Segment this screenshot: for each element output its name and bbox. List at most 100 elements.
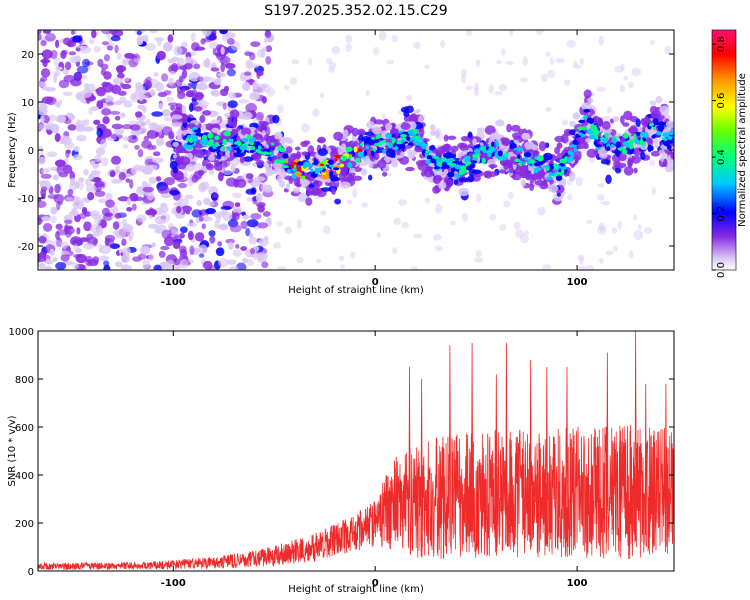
spectrogram-cell [199,114,206,123]
spectrogram-cell [197,127,201,134]
spectrogram-cell [597,225,607,235]
spectrogram-cell [65,196,74,202]
spectrogram-cell [68,114,76,120]
spectrogram-cell [90,224,103,234]
spectrogram-cell [358,134,364,143]
spectrogram-cell [39,250,46,259]
spectrogram-cell [640,151,646,160]
snr-series-line [38,331,674,571]
spectrogram-cell [170,105,176,111]
spectrogram-cell [215,247,225,257]
spectrogram-cell [173,201,183,207]
spectrogram-cell [160,193,172,199]
spectrogram-cell [217,241,223,247]
spectrogram-cell [135,84,146,95]
spectrogram-cell [155,81,165,92]
spectrogram-cell [386,172,392,177]
spectrogram-cell [197,132,204,137]
spectrogram-cell [620,63,625,72]
spectrogram-cell [488,146,496,152]
spectrogram-cell [95,147,106,156]
spectrogram-cell [132,57,142,63]
spectrogram-cell [649,122,654,127]
spectrogram-cell [611,138,618,143]
spectrogram-cell [211,127,220,133]
spectrogram-cell [183,142,188,149]
spectrogram-cell [87,192,95,201]
spectrogram-cell [307,57,312,66]
spectrogram-cell [161,109,171,117]
spectrogram-cell [112,77,123,85]
spectrogram-cell [616,132,622,137]
spectrogram-cell [99,244,112,255]
spectrogram-cell [65,149,71,154]
spectrogram-cell [381,113,386,120]
spectrogram-cell [361,202,369,208]
spectrogram-cell [81,197,88,202]
spectrogram-cell [55,223,63,230]
spectrogram-cell [119,112,126,118]
spectrogram-cell [458,177,469,183]
spectrogram-cell [172,154,177,159]
spectrogram-cell [250,41,261,48]
spectrogram-cell [80,89,92,99]
spectrogram-cell [407,149,413,156]
spectrogram-cell [296,161,305,166]
spectrogram-cell [431,149,439,154]
snr-frame [37,330,675,572]
spectrogram-cell [50,49,58,60]
spectrogram-cell [663,137,668,142]
spectrogram-cell [533,162,540,167]
spectrogram-cell [186,117,192,123]
spectrogram-cell [470,160,478,164]
spectrogram-cell [233,135,238,139]
spectrogram-cell [51,239,63,248]
spectrogram-cell [519,233,530,244]
spectrogram-cell [424,197,430,204]
spectrogram-cell [40,40,47,47]
spectrogram-cell [382,149,387,154]
spectrogram-cell [598,222,605,232]
spectrogram-cell [670,129,674,135]
spectrogram-cell [121,238,127,247]
spectrogram-cell [414,135,421,141]
spectrogram-cell [668,136,673,139]
spectrogram-cell [355,157,361,163]
spectrogram-cell [144,43,157,51]
spectrogram-cell [225,32,236,39]
spectrogram-cell [513,147,519,151]
spectrogram-cell [194,46,206,51]
spectrogram-cell [473,148,481,154]
snr-ylabel: SNR (10 * v/v) [7,415,18,486]
spectrogram-cell [98,255,110,262]
spectrogram-cell [538,141,547,152]
spectrogram-cell [300,175,306,180]
spectrogram-cell [108,30,119,35]
spectrogram-cell [207,132,214,139]
spectrogram-cell [461,73,466,84]
spectrogram-cell [136,30,142,36]
spectrogram-cell [260,85,267,92]
spectrogram-cell [649,100,657,106]
spectrogram-cell [151,157,164,163]
spectrogram-cell [158,102,163,109]
spectrogram-cell [76,227,81,235]
spectrogram-cell [155,176,162,182]
spectrogram-cell [413,109,421,114]
spectrogram-cell [177,182,188,189]
spectrogram-cell [575,144,586,150]
spectrogram-cell [131,203,137,211]
spectrogram-cell [391,137,396,144]
spectrogram-cell [278,168,287,178]
spectrogram-cell [88,107,93,116]
spectrogram-cell [207,201,215,207]
spectrogram-cell [173,45,183,56]
spectrogram-cell [328,66,336,73]
spectrogram-cell [261,261,269,269]
spectrogram-cell [148,253,155,262]
spectrogram-cell [632,214,638,221]
spectrogram-cell [131,135,137,140]
spectrogram-cell [198,244,208,254]
figure-title: S197.2025.352.02.15.C29 [264,3,447,19]
spectrogram-cell [659,105,670,116]
